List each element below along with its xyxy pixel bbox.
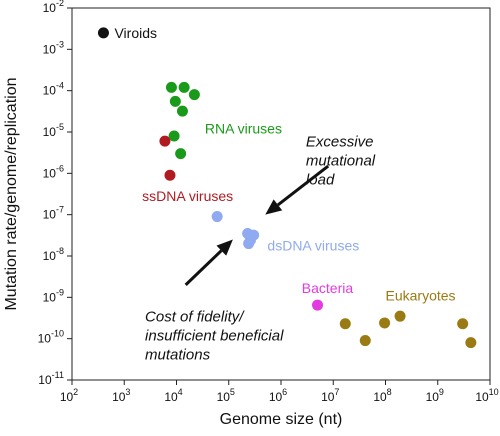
viroids-point	[97, 27, 109, 39]
y-tick-label: 10-5	[43, 122, 64, 139]
dsdna-viruses-point	[248, 229, 260, 241]
x-tick-label: 105	[217, 387, 235, 404]
eukaryotes-label: Eukaryotes	[386, 288, 456, 304]
eukaryotes-point	[457, 318, 469, 330]
rna-viruses-point	[165, 81, 177, 93]
y-tick-label: 10-2	[43, 0, 64, 15]
annotation-text: Excessive mutational load	[306, 133, 376, 188]
y-axis-ticks: 10-2 10-3 10-4 10-5 10-6 10-7 10-8 10-9 10-10 10-…	[38, 0, 72, 387]
arrow-head	[216, 239, 233, 256]
rna-viruses-point	[168, 130, 180, 142]
rna-viruses-point	[169, 95, 181, 107]
y-tick-label: 10-9	[43, 287, 64, 304]
y-tick-label: 10-8	[43, 246, 64, 263]
y-tick-label: 10-4	[43, 81, 64, 98]
eukaryotes-point	[394, 310, 406, 322]
x-tick-label: 106	[269, 387, 287, 404]
x-tick-label: 102	[60, 387, 78, 404]
x-tick-label: 103	[112, 387, 130, 404]
x-tick-label: 1010	[475, 387, 498, 404]
dsdna-viruses-label: dsDNA viruses	[267, 237, 359, 253]
rna-viruses-point	[175, 148, 187, 160]
arrow-shaft	[277, 164, 330, 207]
bacteria-label: Bacteria	[302, 280, 354, 296]
arrow-head	[265, 199, 283, 215]
ssdna-viruses-label: ssDNA viruses	[142, 188, 233, 204]
dsdna-viruses-point	[243, 238, 255, 250]
eukaryotes-point	[339, 318, 351, 330]
rna-viruses-point	[178, 81, 190, 93]
eukaryotes-point	[379, 317, 391, 329]
dsdna-viruses-point	[211, 211, 223, 223]
ssdna-viruses-point	[164, 169, 176, 181]
bacteria-point	[312, 299, 324, 311]
y-tick-label: 10-6	[43, 163, 64, 180]
annotations: Excessive mutational load Cost of fidelity/…	[145, 133, 376, 363]
series-labels: Viroids RNA viruses ssDNA viruses dsDNA vir…	[114, 25, 455, 304]
plot-area	[71, 7, 491, 381]
y-tick-label: 10-11	[38, 370, 64, 387]
y-tick-label: 10-7	[43, 205, 64, 222]
data-points	[97, 27, 477, 349]
x-tick-label: 109	[426, 387, 444, 404]
ssdna-viruses-point	[159, 135, 171, 147]
rna-viruses-label: RNA viruses	[205, 121, 282, 137]
rna-viruses-point	[188, 89, 200, 101]
y-tick-label: 10-3	[43, 39, 64, 56]
arrow-shaft	[184, 249, 223, 286]
eukaryotes-point	[359, 335, 371, 347]
x-tick-label: 104	[164, 387, 182, 404]
rna-viruses-point	[176, 105, 188, 117]
annotation-arrows	[184, 164, 330, 286]
x-tick-label: 108	[373, 387, 391, 404]
y-tick-label: 10-10	[38, 329, 64, 346]
x-axis-ticks: 102 103 104 105 106 107 108 109 1010	[60, 380, 499, 404]
annotation-text: Cost of fidelity/insufficient beneficial…	[145, 309, 284, 364]
y-axis-title: Mutation rate/genome/replication	[3, 77, 20, 310]
viroids-label: Viroids	[114, 25, 157, 41]
x-tick-label: 107	[321, 387, 339, 404]
x-axis-title: Genome size (nt)	[220, 411, 343, 428]
eukaryotes-point	[465, 337, 477, 349]
plot-frame	[71, 7, 491, 381]
